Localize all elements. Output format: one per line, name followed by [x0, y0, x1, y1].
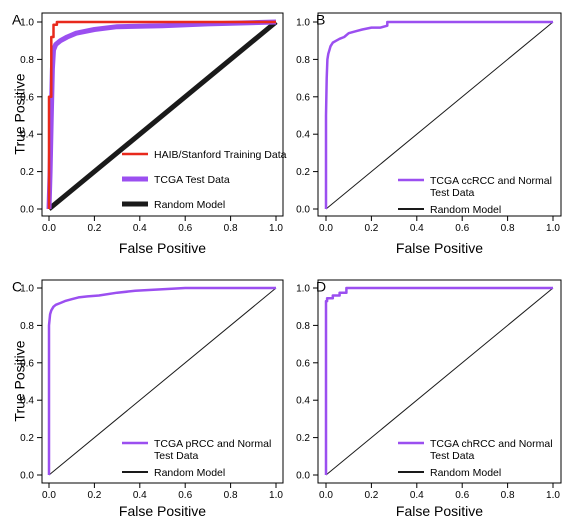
legend-label: TCGA chRCC and Normal Test Data [430, 438, 553, 462]
series-line-1 [325, 21, 554, 210]
y-tick-label: 0.4 [296, 396, 310, 407]
x-tick-label: 0.0 [319, 490, 333, 501]
y-tick-label: 0.8 [20, 321, 34, 332]
y-tick-label: 1.0 [296, 284, 310, 295]
x-axis-label: False Positive [396, 503, 483, 518]
y-tick-label: 0.4 [296, 130, 310, 141]
y-tick-label: 1.0 [20, 284, 34, 295]
y-tick-label: 0.2 [20, 167, 34, 178]
plot-frame [317, 12, 562, 217]
y-tick-label: 0.8 [296, 321, 310, 332]
panel-a: A 0.0 0.2 0.4 0.6 0.8 1.0 0.0 0.2 0.4 0.6 0.8 1.0 Fal… [11, 11, 286, 256]
series-line-0 [47, 20, 276, 209]
legend-label: TCGA Test Data [154, 174, 230, 186]
x-tick-label: 0.8 [224, 223, 238, 234]
y-tick-label: 0.6 [296, 92, 310, 103]
x-tick-label: 0.8 [224, 490, 238, 501]
x-tick-label: 0.0 [42, 223, 56, 234]
x-axis-label: False Positive [119, 503, 206, 518]
legend-label: Random Model [154, 467, 225, 479]
panel-b: B 0.0 0.2 0.4 0.6 0.8 1.0 0.0 0.2 0.4 0.6 0.8 1.0 Fal… [296, 11, 562, 256]
y-tick-label: 0.0 [20, 471, 34, 482]
x-tick-label: 0.6 [455, 490, 469, 501]
plot-frame [41, 279, 284, 484]
x-tick-label: 0.2 [364, 490, 378, 501]
series-line-0 [324, 286, 553, 475]
legend-label: TCGA ccRCC and Normal Test Data [430, 175, 552, 199]
legend-label: TCGA pRCC and Normal Test Data [154, 438, 271, 462]
x-tick-label: 1.0 [269, 223, 283, 234]
legend-label: Random Model [154, 199, 225, 211]
series-line-1 [48, 287, 277, 476]
y-tick-label: 0.2 [296, 167, 310, 178]
panel-letter: A [12, 11, 22, 27]
y-tick-label: 0.6 [20, 358, 34, 369]
y-tick-label: 0.4 [20, 130, 34, 141]
x-tick-label: 0.6 [178, 490, 192, 501]
y-tick-label: 0.2 [20, 433, 34, 444]
y-tick-label: 0.6 [296, 358, 310, 369]
x-tick-label: 1.0 [269, 490, 283, 501]
x-tick-label: 0.4 [133, 223, 147, 234]
series-line-1 [325, 287, 554, 476]
panel-d: D 0.0 0.2 0.4 0.6 0.8 1.0 0.0 0.2 0.4 0.6 0.8 1.0 Fal… [296, 278, 562, 518]
x-tick-label: 0.6 [455, 223, 469, 234]
x-tick-label: 0.8 [501, 490, 515, 501]
series-line-2 [47, 20, 278, 211]
x-tick-label: 0.4 [410, 490, 424, 501]
x-tick-label: 0.0 [319, 223, 333, 234]
x-tick-label: 0.4 [410, 223, 424, 234]
y-tick-label: 0.4 [20, 396, 34, 407]
panel-letter: C [12, 278, 22, 294]
y-tick-label: 0.0 [296, 205, 310, 216]
x-tick-label: 0.2 [364, 223, 378, 234]
x-tick-label: 0.0 [42, 490, 56, 501]
x-tick-label: 0.4 [133, 490, 147, 501]
y-tick-label: 0.8 [296, 55, 310, 66]
x-axis-label: False Positive [119, 240, 206, 256]
panel-letter: B [316, 11, 325, 27]
y-tick-label: 0.0 [20, 205, 34, 216]
y-tick-label: 0.8 [20, 55, 34, 66]
x-tick-label: 1.0 [546, 223, 560, 234]
y-axis-label: True Positive [11, 73, 27, 154]
series-line-0 [324, 20, 553, 209]
series-line-0 [47, 286, 276, 475]
x-axis-label: False Positive [396, 240, 483, 256]
plot-frame [41, 12, 284, 217]
plot-frame [317, 279, 562, 484]
y-tick-label: 1.0 [20, 18, 34, 29]
x-tick-label: 0.6 [178, 223, 192, 234]
y-tick-label: 0.6 [20, 92, 34, 103]
panel-letter: D [316, 278, 326, 294]
panel-c: C 0.0 0.2 0.4 0.6 0.8 1.0 0.0 0.2 0.4 0.6 0.8 1.0 Fal… [11, 278, 284, 518]
legend-label: HAIB/Stanford Training Data [154, 149, 287, 161]
series-line-1 [46, 19, 277, 210]
x-tick-label: 0.2 [87, 490, 101, 501]
legend-label: Random Model [430, 467, 501, 479]
x-tick-label: 1.0 [546, 490, 560, 501]
y-tick-label: 0.2 [296, 433, 310, 444]
x-tick-label: 0.8 [501, 223, 515, 234]
y-tick-label: 1.0 [296, 18, 310, 29]
y-tick-label: 0.0 [296, 471, 310, 482]
x-tick-label: 0.2 [87, 223, 101, 234]
y-axis-label: True Positive [11, 340, 27, 421]
legend-label: Random Model [430, 204, 501, 216]
